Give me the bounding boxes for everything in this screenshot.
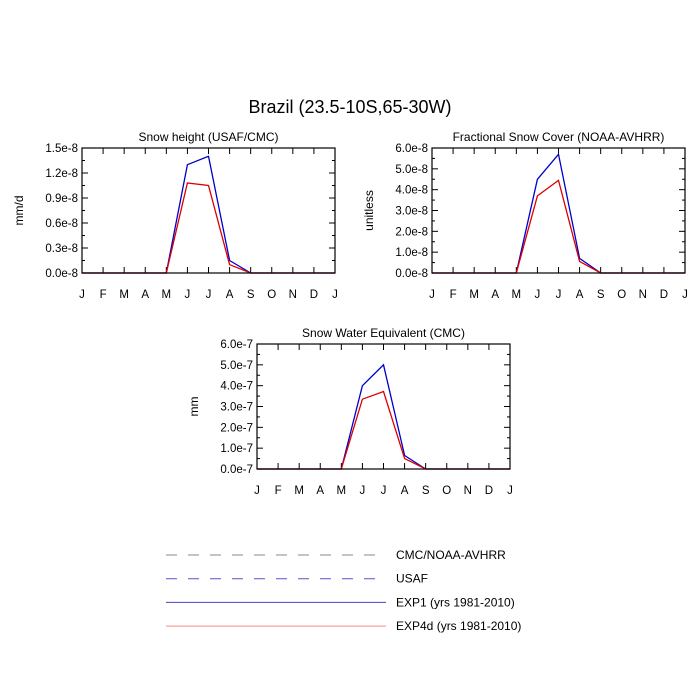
y-tick-label: 2.0e-7 xyxy=(220,422,253,434)
x-tick-label: F xyxy=(275,485,282,497)
x-tick-label: J xyxy=(185,289,191,301)
plot-frame xyxy=(81,147,336,274)
x-tick-label: O xyxy=(442,485,451,497)
y-tick-label: 5.0e-8 xyxy=(395,164,428,176)
chart-title: Fractional Snow Cover (NOAA-AVHRR) xyxy=(453,130,665,144)
x-tick-label: J xyxy=(79,289,85,301)
series-line-exp4d xyxy=(257,390,510,470)
y-tick-label: 3.0e-8 xyxy=(395,206,428,218)
x-tick-label: D xyxy=(485,485,493,497)
x-tick-label: N xyxy=(639,289,647,301)
y-tick-label: 4.0e-7 xyxy=(220,381,253,393)
legend-label-3: EXP1 (yrs 1981-2010) xyxy=(396,595,515,609)
legend: CMC/NOAA-AVHRR USAF EXP1 (yrs 1981-2010) EX… xyxy=(166,548,521,633)
x-tick-label: A xyxy=(576,289,584,301)
x-tick-label: J xyxy=(360,485,366,497)
chart-panel-2: Fractional Snow Cover (NOAA-AVHRR) unitle… xyxy=(362,130,688,301)
x-tick-label: A xyxy=(316,485,324,497)
x-tick-label: N xyxy=(464,485,472,497)
x-tick-label: F xyxy=(100,289,107,301)
y-tick-label: 0.6e-8 xyxy=(45,218,78,230)
chart-panel-1: Snow height (USAF/CMC) mm/d 0.0e-8 0.3e-8 0.… xyxy=(12,130,338,301)
plot-frame xyxy=(431,147,686,274)
y-tick-label: 5.0e-7 xyxy=(220,360,253,372)
y-tick-label: 1.0e-7 xyxy=(220,443,253,455)
y-tick-label: 0.0e-8 xyxy=(395,268,428,280)
chart-title: Snow Water Equivalent (CMC) xyxy=(302,326,465,340)
y-tick-label: 0.9e-8 xyxy=(45,193,78,205)
x-tick-label: J xyxy=(381,485,387,497)
x-tick-label: J xyxy=(507,485,513,497)
y-axis-label: mm xyxy=(187,397,201,417)
y-tick-label: 6.0e-7 xyxy=(220,339,253,351)
y-tick-label: 0.3e-8 xyxy=(45,243,78,255)
series-line-exp1 xyxy=(432,152,685,274)
y-axis-label: mm/d xyxy=(12,196,26,226)
legend-label-1: CMC/NOAA-AVHRR xyxy=(396,548,506,562)
x-tick-label: M xyxy=(119,289,129,301)
chart-panel-3: Snow Water Equivalent (CMC) mm 0.0e-7 1.0e-… xyxy=(187,326,513,497)
x-tick-label: J xyxy=(206,289,212,301)
legend-label-2: USAF xyxy=(396,572,428,586)
panels-group: Snow height (USAF/CMC) mm/d 0.0e-8 0.3e-8 0.… xyxy=(12,130,688,497)
x-tick-label: M xyxy=(337,485,347,497)
x-tick-label: D xyxy=(310,289,318,301)
y-tick-label: 2.0e-8 xyxy=(395,226,428,238)
y-tick-label: 1.5e-8 xyxy=(45,143,78,155)
x-tick-label: J xyxy=(556,289,562,301)
x-tick-label: S xyxy=(422,485,430,497)
x-tick-label: M xyxy=(469,289,479,301)
x-tick-label: O xyxy=(617,289,626,301)
y-tick-label: 4.0e-8 xyxy=(395,185,428,197)
chart-title: Snow height (USAF/CMC) xyxy=(138,130,278,144)
y-axis-label: unitless xyxy=(362,190,376,231)
x-tick-label: M xyxy=(294,485,304,497)
x-tick-label: J xyxy=(254,485,260,497)
legend-label-4: EXP4d (yrs 1981-2010) xyxy=(396,619,521,633)
y-tick-label: 1.0e-8 xyxy=(395,247,428,259)
y-tick-label: 1.2e-8 xyxy=(45,168,78,180)
series-line-exp4d xyxy=(432,179,685,274)
x-tick-label: A xyxy=(226,289,234,301)
y-tick-label: 6.0e-8 xyxy=(395,143,428,155)
x-tick-label: M xyxy=(162,289,172,301)
x-tick-label: D xyxy=(660,289,668,301)
x-tick-label: S xyxy=(597,289,605,301)
x-tick-label: M xyxy=(512,289,522,301)
plot-frame xyxy=(256,343,511,470)
x-tick-label: J xyxy=(429,289,435,301)
x-tick-label: J xyxy=(682,289,688,301)
x-tick-label: J xyxy=(332,289,338,301)
x-tick-label: A xyxy=(141,289,149,301)
y-tick-label: 3.0e-7 xyxy=(220,402,253,414)
x-tick-label: J xyxy=(535,289,541,301)
series-line-exp1 xyxy=(82,155,335,274)
y-tick-label: 0.0e-7 xyxy=(220,464,253,476)
figure-title: Brazil (23.5-10S,65-30W) xyxy=(248,97,451,117)
x-tick-label: S xyxy=(247,289,255,301)
x-tick-label: A xyxy=(401,485,409,497)
x-tick-label: O xyxy=(267,289,276,301)
x-tick-label: A xyxy=(491,289,499,301)
y-tick-label: 0.0e-8 xyxy=(45,268,78,280)
x-tick-label: N xyxy=(289,289,297,301)
x-tick-label: F xyxy=(450,289,457,301)
series-line-exp1 xyxy=(257,363,510,470)
series-line-exp4d xyxy=(82,182,335,274)
